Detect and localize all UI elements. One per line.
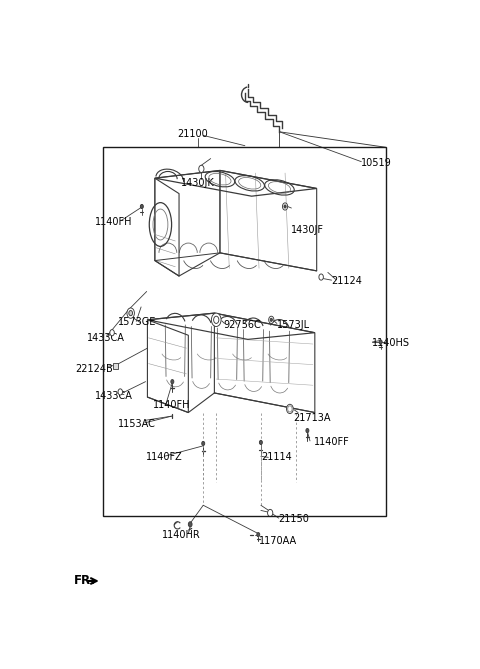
Circle shape (269, 316, 274, 323)
Text: 1573GE: 1573GE (118, 317, 156, 327)
Circle shape (110, 330, 114, 336)
Circle shape (288, 406, 292, 412)
Circle shape (127, 308, 134, 318)
Circle shape (287, 404, 293, 413)
Circle shape (214, 316, 219, 323)
Text: 1140FZ: 1140FZ (145, 452, 182, 462)
Circle shape (284, 205, 286, 208)
Text: 21124: 21124 (332, 276, 362, 286)
Text: 21713A: 21713A (294, 413, 331, 423)
Circle shape (188, 522, 192, 527)
Text: 1430JK: 1430JK (181, 179, 215, 188)
Circle shape (202, 442, 204, 446)
Bar (103, 147, 385, 516)
Circle shape (171, 379, 174, 384)
Circle shape (140, 205, 144, 209)
Circle shape (199, 165, 204, 173)
Circle shape (267, 509, 273, 516)
Circle shape (282, 203, 288, 210)
Text: FR.: FR. (74, 575, 96, 587)
Circle shape (129, 310, 132, 316)
Circle shape (306, 429, 309, 433)
Text: 1140FF: 1140FF (314, 437, 350, 447)
Circle shape (118, 389, 122, 395)
Circle shape (319, 274, 324, 280)
Text: 1573JL: 1573JL (276, 320, 310, 330)
Text: 1153AC: 1153AC (118, 419, 156, 429)
Text: 92756C: 92756C (224, 320, 262, 330)
Circle shape (379, 340, 382, 344)
Text: 1140HR: 1140HR (162, 530, 201, 540)
Text: 21150: 21150 (279, 514, 310, 524)
Text: 21114: 21114 (261, 452, 292, 462)
Circle shape (270, 318, 273, 321)
Bar (113, 363, 119, 369)
Text: 21100: 21100 (177, 129, 208, 139)
Circle shape (257, 533, 260, 537)
Text: 1140HS: 1140HS (372, 338, 410, 348)
Text: 22124B: 22124B (75, 364, 113, 374)
Circle shape (259, 440, 263, 444)
Text: 1170AA: 1170AA (259, 537, 297, 547)
Text: 10519: 10519 (361, 158, 392, 168)
Circle shape (211, 313, 221, 326)
Text: 1433CA: 1433CA (87, 333, 125, 343)
Text: 1430JF: 1430JF (290, 225, 324, 235)
Text: 1140FH: 1140FH (96, 217, 133, 227)
Text: 1433CA: 1433CA (96, 391, 133, 401)
Text: 1140FH: 1140FH (153, 400, 191, 410)
